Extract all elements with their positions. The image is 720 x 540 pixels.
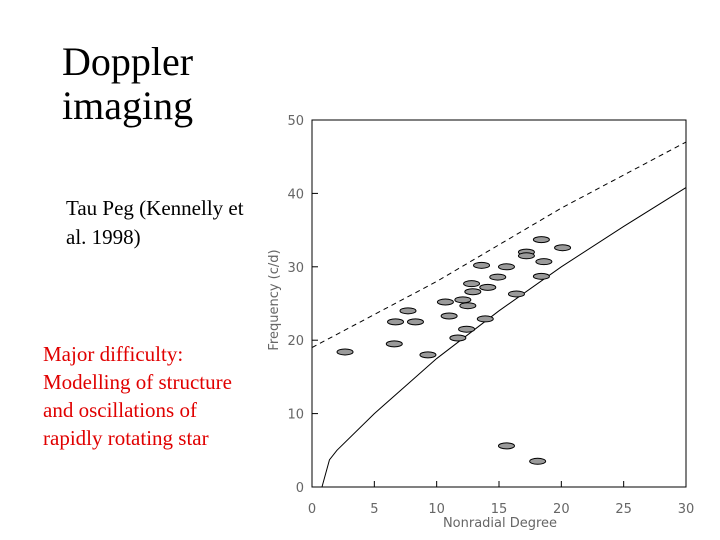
mode-ellipse: [497, 263, 515, 271]
y-tick-label: 20: [287, 334, 304, 349]
mode-ellipse: [529, 457, 547, 465]
plot-frame: [311, 119, 687, 488]
mode-ellipse: [459, 302, 477, 310]
mode-ellipse: [385, 340, 403, 348]
x-tick-label: 20: [553, 502, 570, 517]
x-tick-label: 10: [428, 502, 445, 517]
mode-ellipse: [479, 283, 497, 291]
y-tick-label: 40: [287, 187, 304, 202]
x-tick-label: 5: [370, 502, 378, 517]
mode-ellipse: [440, 312, 458, 320]
mode-ellipse: [458, 325, 476, 333]
mode-ellipse: [476, 315, 494, 323]
mode-ellipse: [507, 290, 525, 298]
x-axis-label: Nonradial Degree: [443, 516, 557, 531]
reference: Tau Peg (Kennelly et al. 1998): [66, 196, 244, 249]
x-tick-label: 30: [678, 502, 695, 517]
mode-ellipse: [454, 296, 472, 304]
mode-ellipse: [554, 244, 572, 252]
y-tick-label: 0: [296, 481, 304, 496]
slide-title: Doppler imaging: [62, 39, 194, 128]
model-line: [321, 187, 687, 488]
mode-ellipse: [399, 307, 417, 315]
mode-ellipse: [419, 351, 437, 359]
mode-ellipse: [497, 442, 515, 450]
y-tick-label: 10: [287, 408, 304, 423]
mode-ellipse: [532, 272, 550, 280]
mode-ellipse: [489, 273, 507, 281]
mode-ellipse: [406, 318, 424, 326]
y-tick-label: 50: [287, 114, 304, 129]
mode-ellipse: [535, 258, 553, 266]
mode-ellipse: [387, 318, 405, 326]
mode-ellipse: [473, 261, 491, 269]
mode-ellipse: [463, 280, 481, 288]
y-axis-label: Frequency (c/d): [267, 249, 282, 350]
y-tick-label: 30: [287, 261, 304, 276]
mode-ellipse: [532, 236, 550, 244]
mode-ellipse: [436, 298, 454, 306]
model-line: [311, 141, 687, 348]
mode-ellipse: [517, 252, 535, 260]
mode-ellipse: [464, 288, 482, 296]
note: Major difficulty: Modelling of structure…: [43, 342, 232, 450]
x-tick-label: 25: [615, 502, 632, 517]
x-tick-label: 0: [308, 502, 316, 517]
mode-ellipse: [449, 334, 467, 342]
x-tick-label: 15: [491, 502, 508, 517]
mode-ellipse: [336, 348, 354, 356]
